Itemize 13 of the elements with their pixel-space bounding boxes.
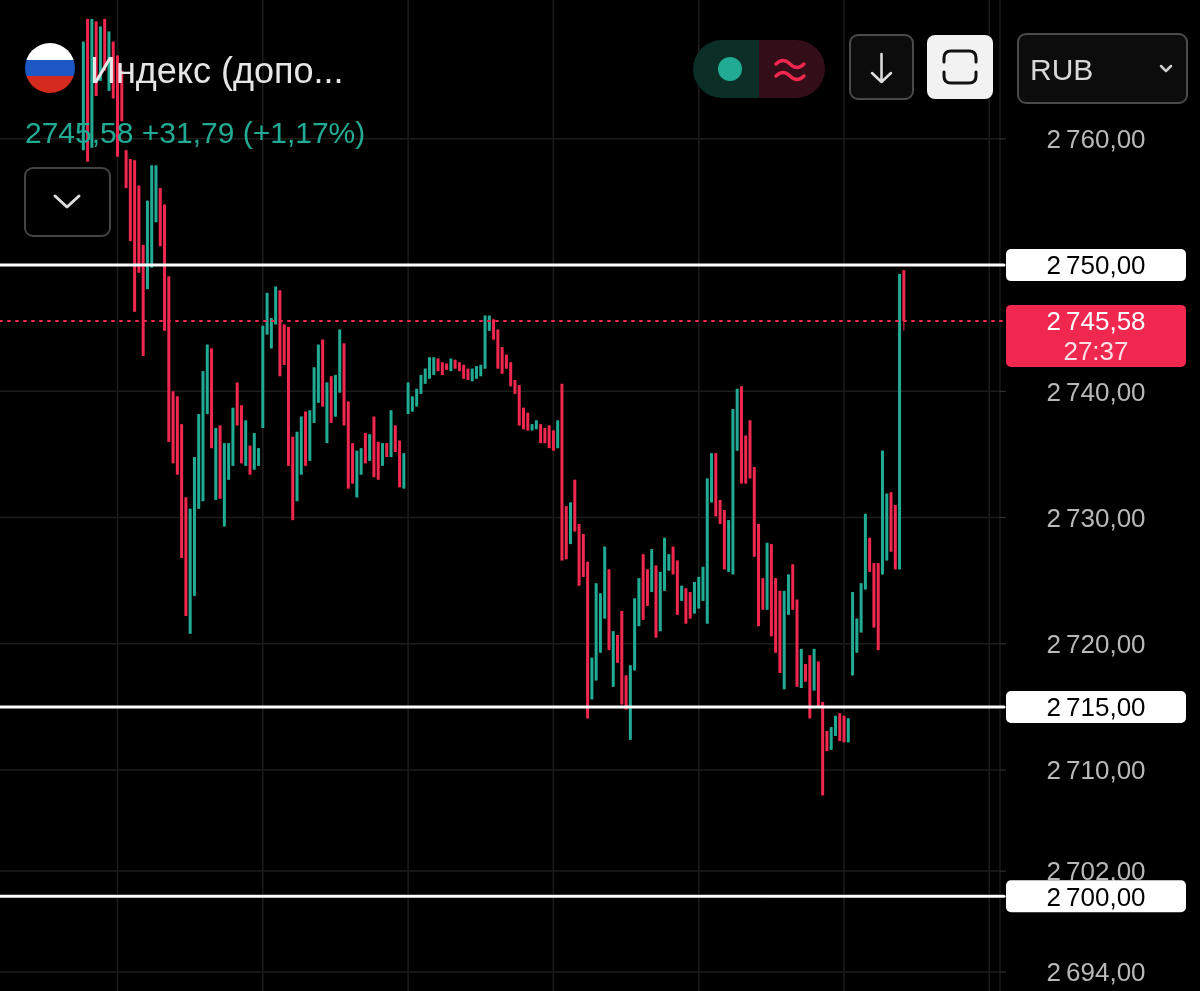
y-tick-label: 2 740,00: [1046, 376, 1146, 407]
y-tick-label: 2 720,00: [1046, 629, 1146, 660]
candlestick: [551, 429, 555, 452]
text: 27:37: [1063, 336, 1129, 367]
y-tick-label: 2 760,00: [1046, 124, 1146, 155]
ref-line-label: 2 745,58: [1046, 306, 1146, 337]
y-tick-label: 2 730,00: [1046, 502, 1146, 533]
y-tick-label: 2 694,00: [1046, 957, 1146, 988]
y-axis-title: RUB: [1030, 53, 1094, 86]
ref-line-label: 2 715,00: [1046, 692, 1146, 723]
y-tick-label: 2 710,00: [1046, 755, 1146, 786]
dropdown-field: RUB: [1017, 33, 1188, 104]
ref-line-label: 2 750,00: [1046, 250, 1146, 281]
